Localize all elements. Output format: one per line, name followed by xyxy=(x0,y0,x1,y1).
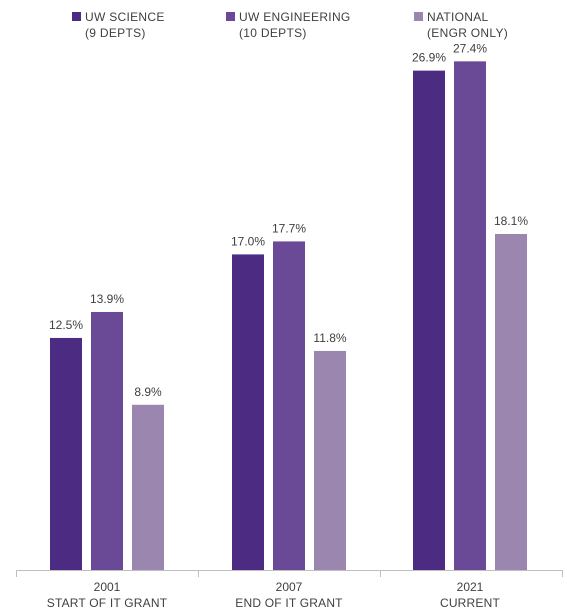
bar xyxy=(273,241,305,570)
x-tick-label-year: 2007 xyxy=(276,580,303,594)
data-label: 18.1% xyxy=(494,214,528,228)
bar xyxy=(132,404,164,570)
data-label: 17.7% xyxy=(272,221,306,235)
x-tick-label-caption: CURRENT xyxy=(440,596,501,610)
x-tick-label-caption: END OF IT GRANT xyxy=(235,596,343,610)
legend-swatch-national xyxy=(414,12,423,21)
bar xyxy=(50,337,82,570)
x-tick-label-year: 2001 xyxy=(94,580,121,594)
bar xyxy=(314,350,346,570)
data-label: 27.4% xyxy=(453,41,487,55)
legend-label-uw-engineering: UW ENGINEERING xyxy=(239,10,351,24)
x-tick-label-year: 2021 xyxy=(457,580,484,594)
bar xyxy=(91,311,123,570)
bar xyxy=(454,61,486,570)
legend-sub-national: (ENGR ONLY) xyxy=(427,26,509,40)
data-label: 17.0% xyxy=(231,234,265,248)
legend-swatch-uw-engineering xyxy=(226,12,235,21)
legend-label-uw-science: UW SCIENCE xyxy=(85,10,165,24)
x-tick-label-caption: START OF IT GRANT xyxy=(47,596,168,610)
legend-sub-uw-engineering: (10 DEPTS) xyxy=(239,26,307,40)
data-label: 8.9% xyxy=(134,385,162,399)
legend-label-national: NATIONAL xyxy=(427,10,489,24)
data-label: 11.8% xyxy=(313,331,346,345)
bar xyxy=(232,254,264,571)
data-label: 13.9% xyxy=(90,292,124,306)
data-label: 26.9% xyxy=(412,51,446,65)
data-label: 12.5% xyxy=(49,318,83,332)
bar xyxy=(495,233,527,571)
legend: UW SCIENCE (9 DEPTS) UW ENGINEERING (10 … xyxy=(0,9,567,49)
bar xyxy=(413,70,445,570)
legend-sub-uw-science: (9 DEPTS) xyxy=(85,26,146,40)
legend-swatch-uw-science xyxy=(72,12,81,21)
